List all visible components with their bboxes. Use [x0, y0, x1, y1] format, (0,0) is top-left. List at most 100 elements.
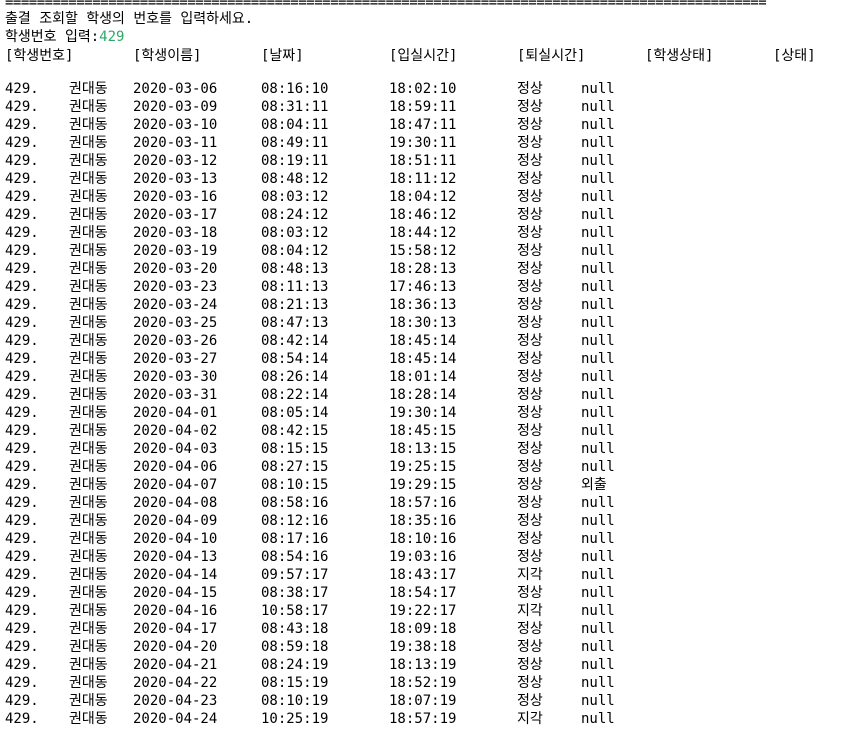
cell-student-status: 정상 — [517, 693, 543, 709]
cell-status: 외출 — [581, 477, 607, 493]
cell-student-status: 지각 — [517, 711, 543, 727]
cell-student-name: 권대동 — [69, 621, 108, 637]
cell-student-status: 정상 — [517, 369, 543, 385]
cell-student-id: 429. — [5, 423, 39, 439]
table-row: 429. 권대동 2020-04-24 10:25:19 18:57:19 지각 null — [5, 710, 850, 728]
cell-check-out: 18:28:13 — [389, 261, 457, 277]
cell-student-id: 429. — [5, 657, 39, 673]
cell-check-out: 18:47:11 — [389, 117, 457, 133]
cell-student-id: 429. — [5, 477, 39, 493]
cell-check-out: 19:25:15 — [389, 459, 457, 475]
cell-student-name: 권대동 — [69, 81, 108, 97]
cell-status: null — [581, 171, 615, 187]
cell-check-out: 18:51:11 — [389, 153, 457, 169]
cell-check-in: 08:27:15 — [261, 459, 329, 475]
cell-check-out: 18:36:13 — [389, 297, 457, 313]
cell-student-status: 정상 — [517, 387, 543, 403]
cell-date: 2020-04-06 — [133, 459, 218, 475]
cell-student-id: 429. — [5, 693, 39, 709]
cell-check-out: 19:22:17 — [389, 603, 457, 619]
cell-student-name: 권대동 — [69, 153, 108, 169]
cell-student-status: 정상 — [517, 423, 543, 439]
cell-status: null — [581, 207, 615, 223]
cell-date: 2020-03-06 — [133, 81, 218, 97]
cell-status: null — [581, 495, 615, 511]
cell-check-out: 18:35:16 — [389, 513, 457, 529]
blank-line — [5, 66, 850, 80]
cell-student-name: 권대동 — [69, 675, 108, 691]
cell-student-status: 정상 — [517, 81, 543, 97]
table-row: 429. 권대동 2020-04-22 08:15:19 18:52:19 정상 null — [5, 674, 850, 692]
cell-student-status: 지각 — [517, 603, 543, 619]
cell-student-status: 정상 — [517, 675, 543, 691]
cell-check-out: 18:04:12 — [389, 189, 457, 205]
input-line[interactable]: 학생번호 입력:429 — [5, 28, 850, 46]
cell-student-id: 429. — [5, 261, 39, 277]
cell-check-in: 08:24:19 — [261, 657, 329, 673]
cell-status: null — [581, 81, 615, 97]
cell-student-id: 429. — [5, 81, 39, 97]
cell-date: 2020-03-17 — [133, 207, 218, 223]
table-row: 429. 권대동 2020-03-25 08:47:13 18:30:13 정상 null — [5, 314, 850, 332]
cell-date: 2020-04-20 — [133, 639, 218, 655]
input-value[interactable]: 429 — [99, 29, 125, 45]
cell-check-in: 08:10:19 — [261, 693, 329, 709]
table-row: 429. 권대동 2020-04-06 08:27:15 19:25:15 정상 null — [5, 458, 850, 476]
cell-check-in: 08:10:15 — [261, 477, 329, 493]
cell-student-name: 권대동 — [69, 603, 108, 619]
cell-check-out: 18:07:19 — [389, 693, 457, 709]
table-row: 429. 권대동 2020-03-27 08:54:14 18:45:14 정상 null — [5, 350, 850, 368]
cell-check-in: 08:05:14 — [261, 405, 329, 421]
cell-student-name: 권대동 — [69, 315, 108, 331]
table-row: 429. 권대동 2020-04-15 08:38:17 18:54:17 정상 null — [5, 584, 850, 602]
cell-check-out: 19:03:16 — [389, 549, 457, 565]
cell-date: 2020-04-13 — [133, 549, 218, 565]
cell-student-name: 권대동 — [69, 477, 108, 493]
cell-student-name: 권대동 — [69, 189, 108, 205]
cell-student-id: 429. — [5, 99, 39, 115]
table-row: 429. 권대동 2020-03-13 08:48:12 18:11:12 정상 null — [5, 170, 850, 188]
cell-student-id: 429. — [5, 387, 39, 403]
cell-student-name: 권대동 — [69, 657, 108, 673]
header-student-name: [학생이름] — [133, 48, 202, 64]
cell-student-name: 권대동 — [69, 711, 108, 727]
cell-check-in: 09:57:17 — [261, 567, 329, 583]
prompt-text: 출결 조회할 학생의 번호를 입력하세요. — [5, 11, 254, 27]
table-row: 429. 권대동 2020-04-10 08:17:16 18:10:16 정상 null — [5, 530, 850, 548]
cell-check-in: 08:15:19 — [261, 675, 329, 691]
cell-date: 2020-04-23 — [133, 693, 218, 709]
cell-date: 2020-04-10 — [133, 531, 218, 547]
cell-student-id: 429. — [5, 243, 39, 259]
cell-student-id: 429. — [5, 711, 39, 727]
table-row: 429. 권대동 2020-03-24 08:21:13 18:36:13 정상 null — [5, 296, 850, 314]
cell-date: 2020-03-11 — [133, 135, 218, 151]
table-row: 429. 권대동 2020-03-09 08:31:11 18:59:11 정상 null — [5, 98, 850, 116]
header-status: [상태] — [773, 48, 816, 64]
cell-student-id: 429. — [5, 135, 39, 151]
cell-student-id: 429. — [5, 351, 39, 367]
cell-check-in: 08:21:13 — [261, 297, 329, 313]
cell-student-name: 권대동 — [69, 387, 108, 403]
cell-student-name: 권대동 — [69, 441, 108, 457]
cell-status: null — [581, 369, 615, 385]
cell-status: null — [581, 693, 615, 709]
table-row: 429. 권대동 2020-04-13 08:54:16 19:03:16 정상 null — [5, 548, 850, 566]
cell-status: null — [581, 351, 615, 367]
cell-check-in: 08:17:16 — [261, 531, 329, 547]
cell-date: 2020-04-17 — [133, 621, 218, 637]
cell-date: 2020-03-23 — [133, 279, 218, 295]
cell-student-name: 권대동 — [69, 117, 108, 133]
cell-check-in: 08:59:18 — [261, 639, 329, 655]
cell-status: null — [581, 279, 615, 295]
cell-check-out: 19:38:18 — [389, 639, 457, 655]
cell-status: null — [581, 711, 615, 727]
cell-student-status: 정상 — [517, 225, 543, 241]
cell-date: 2020-04-02 — [133, 423, 218, 439]
cell-date: 2020-03-12 — [133, 153, 218, 169]
cell-status: null — [581, 675, 615, 691]
table-header: [학생번호] [학생이름] [날짜] [입실시간] [퇴실시간] [학생상태] … — [5, 46, 850, 66]
cell-check-in: 08:47:13 — [261, 315, 329, 331]
cell-date: 2020-03-09 — [133, 99, 218, 115]
cell-status: null — [581, 225, 615, 241]
cell-check-in: 08:38:17 — [261, 585, 329, 601]
